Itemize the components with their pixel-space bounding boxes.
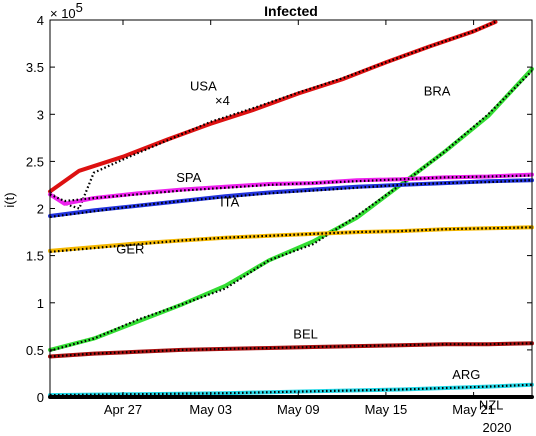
x-tick-label: Apr 27 (104, 402, 142, 417)
y-multiplier-base: × 10 (50, 6, 76, 21)
fit-line-ita (49, 179, 533, 219)
y-tick-label: 3.5 (26, 60, 44, 75)
y-tick-label: 1.5 (26, 249, 44, 264)
y-multiplier-exponent: 5 (76, 0, 83, 15)
x-tick-label: May 09 (277, 402, 320, 417)
x-axis: Apr 27 May 03 May 09 May 15 May 21 (104, 20, 495, 417)
series-label-usa: USA (190, 79, 217, 94)
y-tick-label: 0 (37, 390, 44, 405)
y-tick-label: 2 (37, 202, 44, 217)
fit-line-bra (49, 70, 533, 352)
series-label-arg: ARG (452, 367, 480, 382)
y-multiplier: × 105 (50, 0, 83, 21)
series-label-nzl: NZL (479, 397, 504, 412)
series-label-spa: SPA (176, 170, 201, 185)
fit-line-usa (49, 20, 496, 210)
series-label-bel: BEL (293, 327, 318, 342)
x-tick-label: May 03 (189, 402, 232, 417)
y-tick-label: 3 (37, 107, 44, 122)
series-line-bra (48, 67, 534, 352)
x-tick-label: May 15 (365, 402, 408, 417)
y-axis: 0 0.5 1 1.5 2 2.5 3 3.5 4 (26, 13, 532, 405)
series-line-usa (48, 19, 498, 194)
x-year-label: 2020 (483, 420, 512, 435)
fit-line-spa (49, 174, 533, 203)
y-tick-label: 2.5 (26, 154, 44, 169)
series-label-ita: ITA (220, 195, 240, 210)
series-line-ita (48, 178, 534, 218)
series-labels: USA×4 BRA SPA ITA GER BEL ARG NZL (116, 79, 503, 413)
y-tick-label: 4 (37, 13, 44, 28)
fit-line-ger (49, 226, 533, 253)
series-line-arg (48, 382, 534, 398)
y-tick-label: 0.5 (26, 343, 44, 358)
series-layer (48, 19, 534, 399)
y-axis-label: i(t) (2, 192, 17, 207)
fit-line-bel (49, 342, 533, 358)
series-annotation-usa: ×4 (215, 93, 230, 108)
series-label-bra: BRA (424, 83, 451, 98)
series-label-ger: GER (116, 242, 144, 257)
y-tick-label: 1 (37, 296, 44, 311)
x-tick-label: May 21 (452, 402, 495, 417)
series-line-bel (48, 341, 534, 359)
chart-title: Infected (264, 3, 318, 19)
